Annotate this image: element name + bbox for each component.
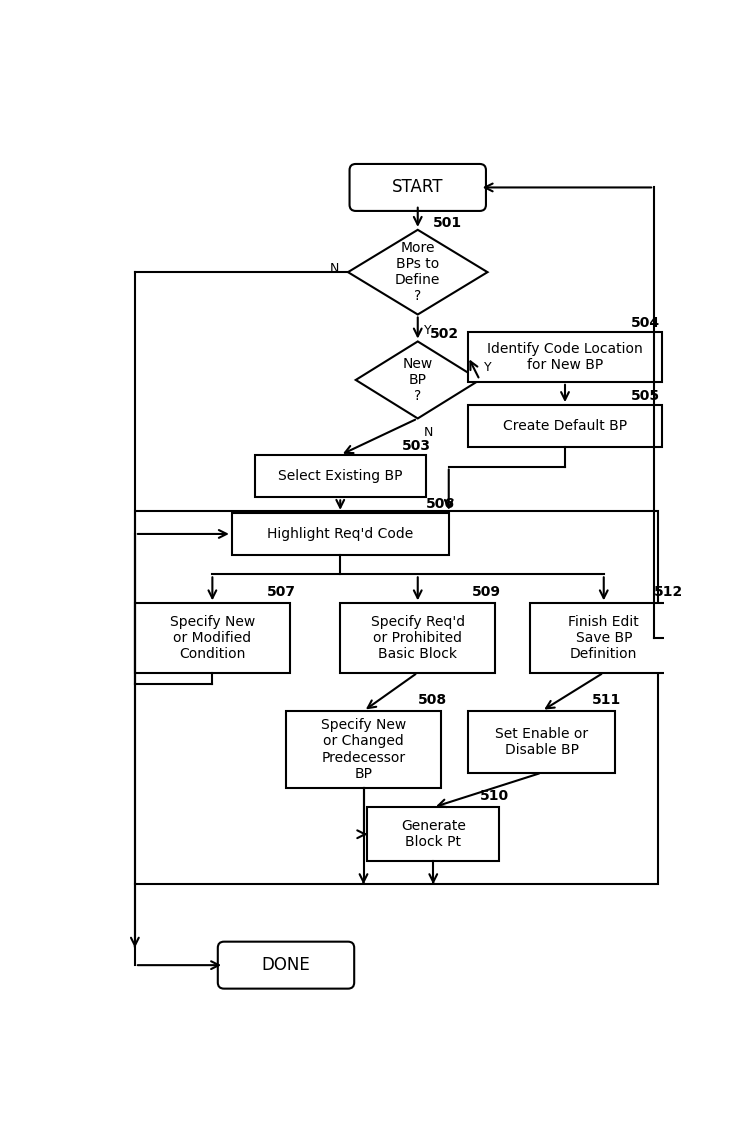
- FancyBboxPatch shape: [350, 164, 486, 211]
- Text: 506: 506: [426, 497, 455, 511]
- Bar: [286, 711, 441, 788]
- Text: 505: 505: [631, 389, 660, 403]
- Text: 508: 508: [418, 693, 447, 708]
- Text: Specify New
or Changed
Predecessor
BP: Specify New or Changed Predecessor BP: [321, 718, 406, 781]
- Text: Y: Y: [483, 361, 492, 373]
- Text: 512: 512: [654, 585, 683, 599]
- Bar: [368, 807, 499, 861]
- Text: DONE: DONE: [262, 956, 311, 974]
- Text: Specify New
or Modified
Condition: Specify New or Modified Condition: [170, 615, 255, 661]
- Text: 501: 501: [433, 215, 463, 230]
- Text: 510: 510: [480, 789, 509, 804]
- Text: Y: Y: [424, 324, 432, 337]
- Text: N: N: [424, 426, 433, 440]
- Bar: [340, 603, 495, 672]
- Text: Generate
Block Pt: Generate Block Pt: [401, 819, 466, 850]
- FancyBboxPatch shape: [218, 941, 354, 988]
- Text: N: N: [329, 262, 339, 275]
- Text: Select Existing BP: Select Existing BP: [278, 469, 402, 483]
- Text: Highlight Req'd Code: Highlight Req'd Code: [267, 527, 413, 540]
- Text: 502: 502: [430, 327, 458, 341]
- Bar: [530, 603, 677, 672]
- Bar: [135, 511, 658, 884]
- Polygon shape: [356, 341, 480, 418]
- Text: Set Enable or
Disable BP: Set Enable or Disable BP: [495, 727, 588, 757]
- Bar: [135, 603, 290, 672]
- Text: Finish Edit
Save BP
Definition: Finish Edit Save BP Definition: [568, 615, 639, 661]
- Text: START: START: [392, 179, 444, 197]
- Text: 509: 509: [472, 585, 501, 599]
- Bar: [232, 513, 449, 555]
- Text: Specify Req'd
or Prohibited
Basic Block: Specify Req'd or Prohibited Basic Block: [370, 615, 465, 661]
- Polygon shape: [348, 230, 488, 315]
- Text: New
BP
?: New BP ?: [403, 357, 433, 403]
- Text: 511: 511: [592, 693, 621, 708]
- Bar: [468, 711, 615, 773]
- Text: Create Default BP: Create Default BP: [503, 419, 627, 433]
- Text: Identify Code Location
for New BP: Identify Code Location for New BP: [487, 341, 643, 372]
- Text: 507: 507: [266, 585, 296, 599]
- Text: More
BPs to
Define
?: More BPs to Define ?: [395, 240, 441, 303]
- Bar: [468, 332, 662, 382]
- Text: 503: 503: [402, 439, 431, 453]
- Text: 504: 504: [631, 316, 660, 330]
- Bar: [255, 455, 426, 497]
- Bar: [468, 405, 662, 448]
